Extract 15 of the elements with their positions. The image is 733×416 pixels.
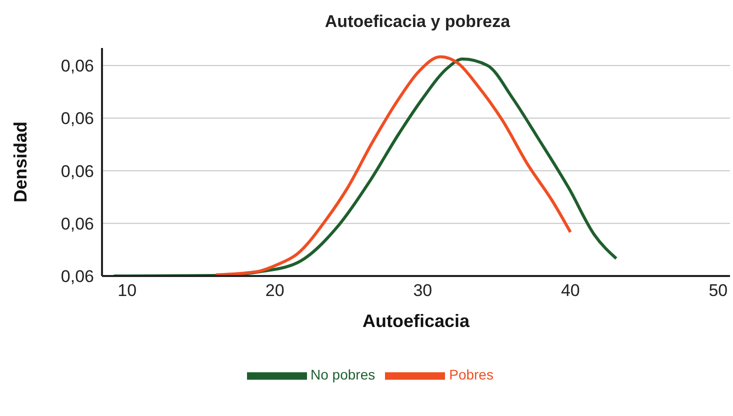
chart-title: Autoeficacia y pobreza [324, 12, 512, 32]
text: 0,06 [60, 109, 94, 128]
legend-label: Pobres [449, 366, 494, 383]
y-axis-title: Densidad [10, 121, 30, 203]
x-tick-label: 40 [560, 281, 580, 300]
x-axis-title: Autoeficacia [362, 310, 470, 331]
x-tick-label: 10 [118, 281, 137, 300]
x-tick-label: 20 [265, 281, 284, 300]
x-tick-label: 50 [708, 281, 728, 300]
text: 0,06 [60, 56, 94, 76]
text: 0,06 [60, 214, 94, 234]
text: 0,06 [60, 267, 94, 286]
x-tick-label: 30 [413, 281, 432, 300]
text: 0,06 [60, 162, 94, 181]
legend-label: No pobres [310, 366, 376, 383]
